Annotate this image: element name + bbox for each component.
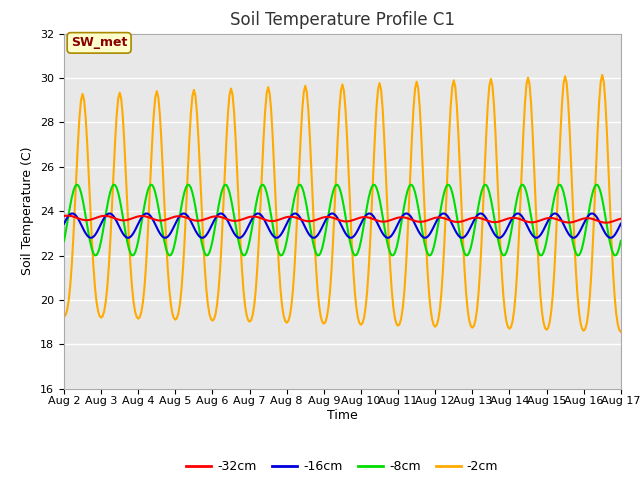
Title: Soil Temperature Profile C1: Soil Temperature Profile C1 (230, 11, 455, 29)
Text: SW_met: SW_met (71, 36, 127, 49)
Line: -16cm: -16cm (64, 214, 621, 238)
Line: -2cm: -2cm (64, 75, 621, 332)
Line: -32cm: -32cm (64, 216, 621, 223)
Line: -8cm: -8cm (64, 185, 621, 255)
Y-axis label: Soil Temperature (C): Soil Temperature (C) (22, 147, 35, 276)
X-axis label: Time: Time (327, 409, 358, 422)
Legend: -32cm, -16cm, -8cm, -2cm: -32cm, -16cm, -8cm, -2cm (182, 456, 503, 479)
